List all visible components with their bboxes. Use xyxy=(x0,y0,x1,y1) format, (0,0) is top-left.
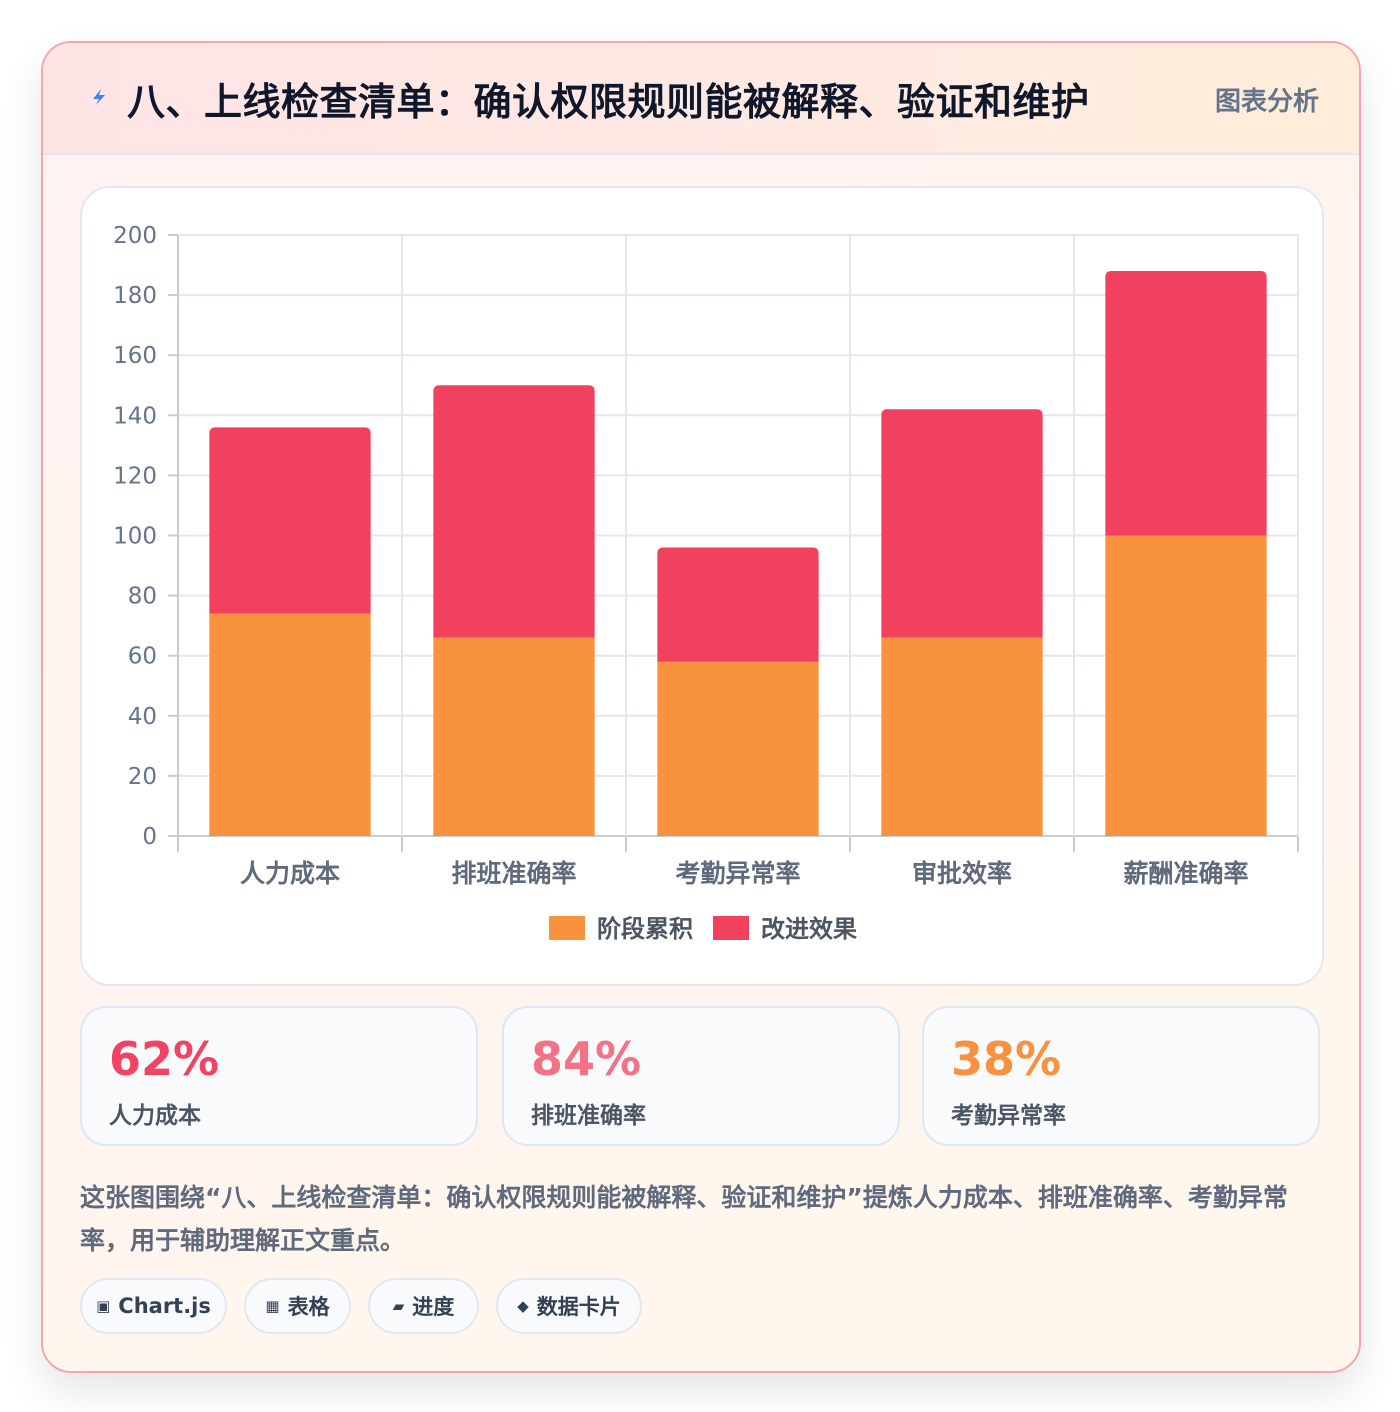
bars xyxy=(209,271,1267,836)
chip-label: Chart.js xyxy=(118,1294,211,1318)
bar-segment xyxy=(657,547,819,662)
bar-segment xyxy=(433,385,595,638)
bar-segment xyxy=(433,637,595,836)
lightning-icon xyxy=(93,89,105,105)
stat-card-3: 38% 考勤异常率 xyxy=(922,1006,1320,1146)
y-tick-label: 140 xyxy=(113,403,157,429)
legend-swatch xyxy=(713,916,749,940)
axes: 0 20 40 60 80 100 120 140 160 180 200 人力成本 排班准确率 考勤异常… xyxy=(113,223,1299,888)
header-tag: 图表分析 xyxy=(1214,87,1319,117)
chart-card: 八、上线检查清单：确认权限规则能被解释、验证和维护 图表分析 0 20 40 60 80… xyxy=(41,41,1361,1373)
stat-label: 人力成本 xyxy=(109,1103,201,1129)
chip-label: 数据卡片 xyxy=(536,1295,621,1319)
chip-label: 进度 xyxy=(412,1295,455,1319)
stat-value: 38% xyxy=(951,1032,1062,1086)
stat-card-2: 84% 排班准确率 xyxy=(502,1006,900,1146)
chip-progress[interactable]: ▰ 进度 xyxy=(368,1278,479,1334)
y-tick-label: 100 xyxy=(113,524,157,550)
bar-segment xyxy=(209,613,371,836)
bar-segment xyxy=(209,427,371,614)
chart-caption: 这张图围绕“八、上线检查清单：确认权限规则能被解释、验证和维护”提炼人力成本、排… xyxy=(80,1183,1288,1255)
chip-data-card[interactable]: ◆ 数据卡片 xyxy=(496,1278,642,1334)
bar-segment xyxy=(881,637,1043,836)
x-tick-label: 排班准确率 xyxy=(451,859,576,888)
stat-label: 排班准确率 xyxy=(531,1103,646,1129)
chart-icon: ▣ xyxy=(96,1297,111,1315)
chip-label: 表格 xyxy=(287,1295,330,1319)
y-tick-label: 0 xyxy=(142,824,157,850)
stat-value: 62% xyxy=(109,1032,220,1086)
diamond-icon: ◆ xyxy=(517,1297,529,1315)
progress-icon: ▰ xyxy=(392,1297,405,1315)
bar-segment xyxy=(1105,271,1267,536)
y-tick-label: 120 xyxy=(113,463,157,489)
page-title: 八、上线检查清单：确认权限规则能被解释、验证和维护 xyxy=(127,80,1090,124)
x-tick-label: 薪酬准确率 xyxy=(1123,859,1248,888)
legend-label: 改进效果 xyxy=(761,915,857,943)
y-tick-label: 180 xyxy=(113,283,157,309)
bar-segment xyxy=(657,661,819,836)
bar-segment xyxy=(881,409,1043,638)
stat-label: 考勤异常率 xyxy=(951,1103,1066,1129)
y-tick-label: 80 xyxy=(128,584,157,610)
y-tick-label: 200 xyxy=(113,223,157,249)
y-tick-label: 60 xyxy=(128,644,157,670)
table-icon: ▦ xyxy=(265,1297,280,1315)
card-header: 八、上线检查清单：确认权限规则能被解释、验证和维护 图表分析 xyxy=(43,43,1359,155)
stacked-bar-chart: 0 20 40 60 80 100 120 140 160 180 200 人力成本 排班准确率 考勤异常… xyxy=(113,223,1299,943)
legend-label: 阶段累积 xyxy=(597,915,693,943)
x-tick-label: 考勤异常率 xyxy=(675,859,800,888)
stat-card-1: 62% 人力成本 xyxy=(80,1006,478,1146)
y-tick-label: 160 xyxy=(113,343,157,369)
y-tick-label: 40 xyxy=(128,704,157,730)
chip-chartjs[interactable]: ▣ Chart.js xyxy=(80,1278,227,1334)
legend: 阶段累积 改进效果 xyxy=(549,915,857,943)
legend-swatch xyxy=(549,916,585,940)
bar-segment xyxy=(1105,535,1267,836)
chart-panel: 0 20 40 60 80 100 120 140 160 180 200 人力成本 排班准确率 考勤异常… xyxy=(80,186,1324,986)
x-tick-label: 人力成本 xyxy=(240,859,340,888)
stat-value: 84% xyxy=(531,1032,642,1086)
chip-table[interactable]: ▦ 表格 xyxy=(244,1278,351,1334)
y-tick-label: 20 xyxy=(128,764,157,790)
x-tick-label: 审批效率 xyxy=(912,859,1012,888)
